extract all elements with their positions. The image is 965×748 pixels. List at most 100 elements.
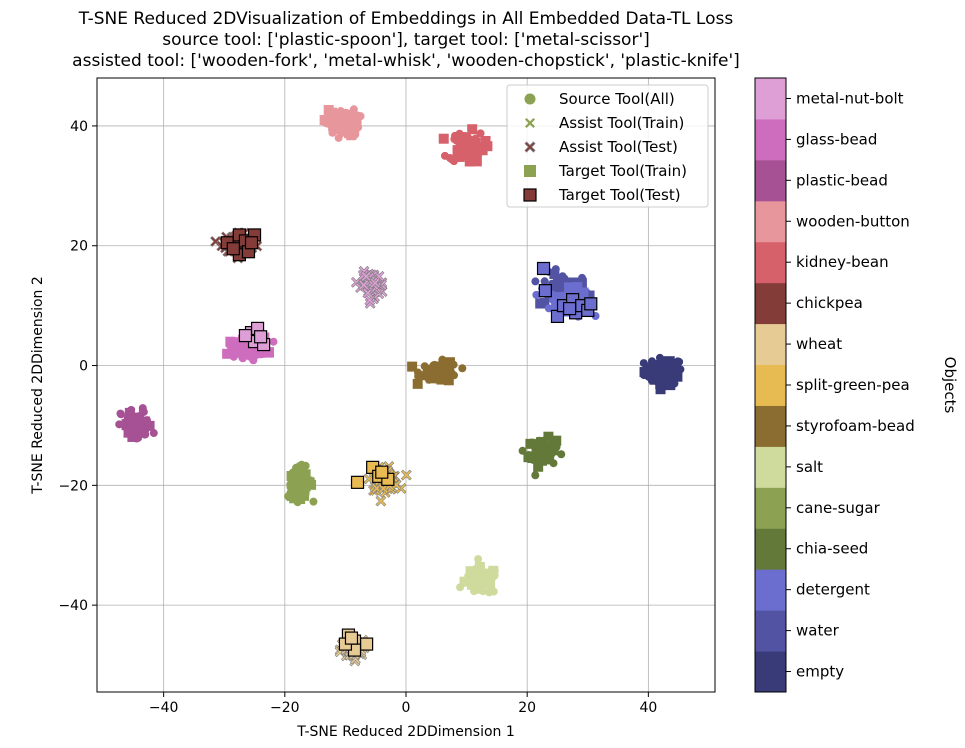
target-train-marker <box>438 133 449 144</box>
target-train-marker <box>467 124 478 135</box>
source-marker <box>463 132 472 141</box>
assist-marker <box>377 483 389 494</box>
target-train-marker <box>642 367 653 378</box>
target-train-marker <box>478 568 489 579</box>
colorbar-swatch <box>755 78 786 120</box>
legend-item: Source Tool(All) <box>524 90 675 108</box>
target-train-marker <box>471 156 482 167</box>
colorbar-swatch <box>755 282 786 325</box>
source-marker <box>225 341 234 350</box>
title-line: assisted tool: ['wooden-fork', 'metal-wh… <box>72 51 740 71</box>
target-train-marker <box>572 282 583 293</box>
target-train-marker <box>473 579 484 590</box>
target-train-marker <box>126 414 137 425</box>
title-line: source tool: ['plastic-spoon'], target t… <box>162 30 650 50</box>
colorbar-title: Objects <box>941 357 959 414</box>
source-marker <box>229 352 238 361</box>
legend-label: Target Tool(Train) <box>558 162 687 180</box>
source-marker <box>309 497 318 506</box>
colorbar-label: split-green-pea <box>796 376 910 394</box>
target-train-marker <box>222 348 233 359</box>
colorbar-label: wheat <box>796 335 842 353</box>
colorbar-label: detergent <box>796 581 870 599</box>
legend-item: Assist Tool(Test) <box>524 138 678 156</box>
target-test-marker <box>538 284 552 298</box>
target-train-marker <box>660 372 671 383</box>
source-marker <box>293 486 302 495</box>
assist-marker <box>400 469 412 481</box>
target-train-marker <box>412 378 423 389</box>
target-train-marker <box>555 276 566 287</box>
source-marker <box>269 337 278 346</box>
x-tick-label: −20 <box>270 700 300 716</box>
target-train-marker <box>655 384 666 395</box>
colorbar-swatch <box>755 159 786 202</box>
colorbar-label: wooden-button <box>796 212 910 230</box>
target-train-marker <box>667 368 678 379</box>
target-train-marker <box>319 115 330 126</box>
target-train-marker <box>263 347 274 358</box>
source-marker <box>299 492 308 501</box>
source-marker <box>659 377 668 386</box>
target-train-marker <box>463 142 474 153</box>
assist-marker <box>369 277 381 289</box>
target-train-marker <box>124 407 135 418</box>
target-train-marker <box>464 156 475 167</box>
assist-marker <box>375 495 387 507</box>
colorbar-swatch <box>755 200 786 243</box>
target-train-marker <box>144 420 155 431</box>
legend-square-icon <box>524 165 536 177</box>
target-train-marker <box>649 374 660 385</box>
y-tick-label: −40 <box>58 598 88 614</box>
colorbar-swatch <box>755 487 786 529</box>
legend-x-icon <box>525 118 535 128</box>
target-test-marker <box>562 302 577 316</box>
y-tick-label: 40 <box>70 119 88 135</box>
legend-label: Assist Tool(Train) <box>559 114 684 132</box>
source-marker <box>544 445 553 454</box>
assist-marker <box>364 294 376 306</box>
source-marker <box>458 364 467 373</box>
target-train-marker <box>483 578 494 589</box>
source-marker <box>667 358 676 367</box>
target-train-marker <box>543 431 554 442</box>
target-train-marker <box>339 111 350 122</box>
source-marker <box>578 273 587 282</box>
source-marker <box>540 277 549 286</box>
target-train-marker <box>407 361 418 372</box>
legend-circle-icon <box>524 93 536 105</box>
colorbar-swatch <box>755 323 786 366</box>
source-marker <box>455 146 464 155</box>
source-marker <box>531 471 540 480</box>
source-marker <box>455 129 464 138</box>
source-marker <box>489 587 498 596</box>
legend-x-icon <box>524 141 536 153</box>
target-train-marker <box>488 565 499 576</box>
legend-box <box>506 84 709 208</box>
source-marker <box>487 574 496 583</box>
legend-label: Assist Tool(Test) <box>559 138 678 156</box>
target-train-marker <box>465 566 476 577</box>
x-tick-label: 20 <box>518 700 536 716</box>
x-tick-label: −40 <box>149 700 179 716</box>
source-marker <box>474 555 483 564</box>
target-train-marker <box>323 104 334 115</box>
colorbar: empty water detergent chia-seed cane-sugar sa… <box>754 77 959 693</box>
colorbar-swatch <box>755 364 786 406</box>
target-train-marker <box>333 119 344 130</box>
colorbar-label: plastic-bead <box>796 171 888 189</box>
source-marker <box>447 368 456 377</box>
source-marker <box>557 450 566 459</box>
source-marker <box>346 120 355 129</box>
target-train-marker <box>302 476 313 487</box>
source-marker <box>471 138 480 147</box>
colorbar-swatch <box>755 569 786 611</box>
colorbar-label: chia-seed <box>796 540 868 558</box>
target-train-marker <box>532 449 543 460</box>
colorbar-label: chickpea <box>796 294 863 312</box>
legend-item: Assist Tool(Train) <box>525 114 684 132</box>
colorbar-label: metal-nut-bolt <box>796 89 904 107</box>
colorbar-label: water <box>796 622 840 640</box>
y-tick-label: 0 <box>79 359 88 375</box>
source-marker <box>139 407 148 416</box>
